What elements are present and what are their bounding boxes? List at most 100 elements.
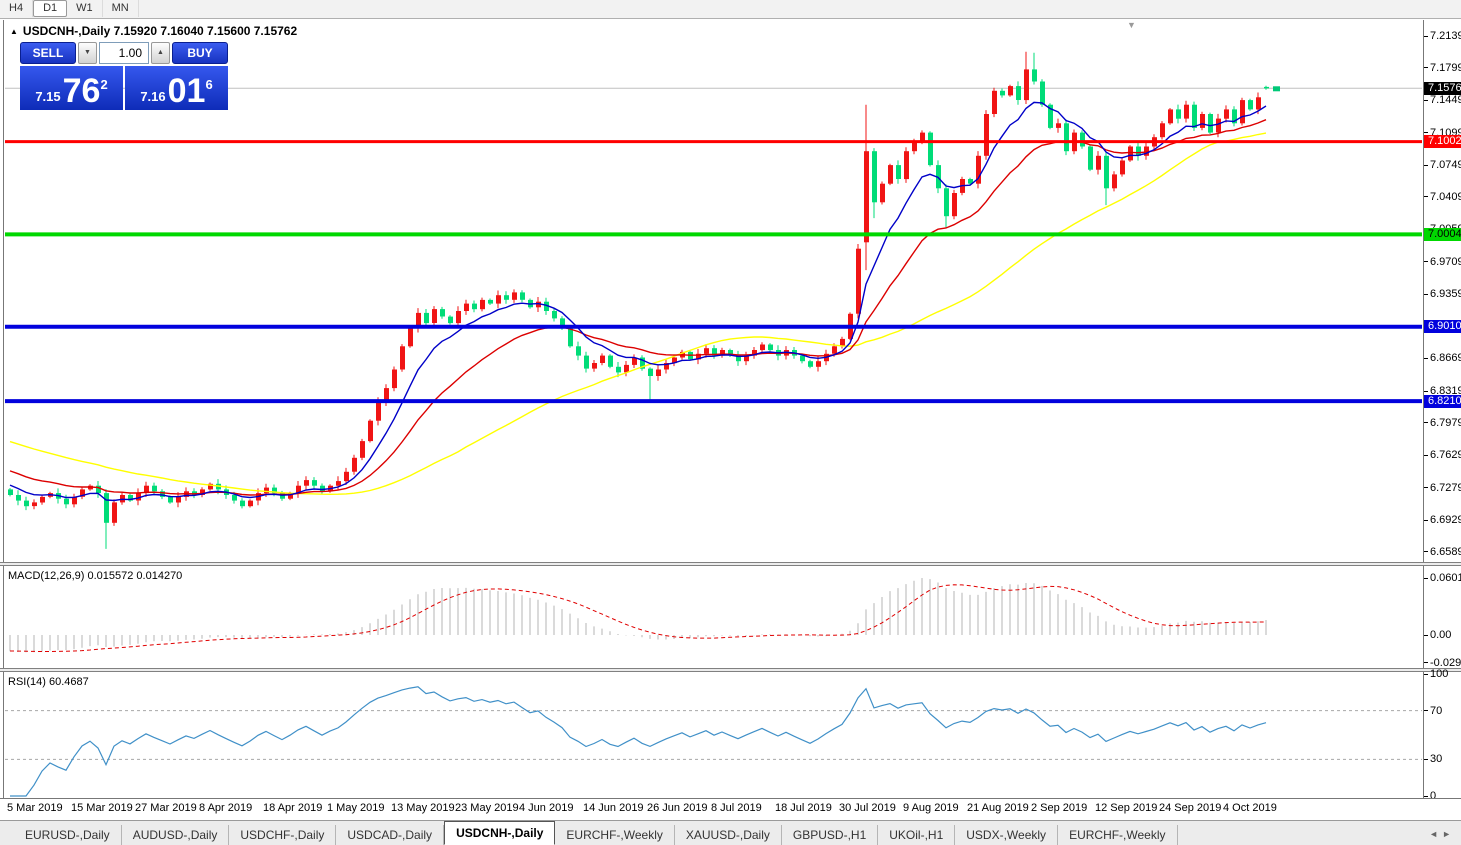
candle <box>400 346 405 370</box>
candle <box>696 353 701 360</box>
chart-tab-audusd-daily[interactable]: AUDUSD-,Daily <box>122 825 230 845</box>
candle <box>984 114 989 156</box>
candle <box>736 355 741 362</box>
chart-tab-ukoil-h1[interactable]: UKOil-,H1 <box>878 825 956 845</box>
buy-quote-box[interactable]: 7.16 01 6 <box>125 66 228 110</box>
symbol-name: USDCNH-,Daily <box>22 24 111 38</box>
ma-slow-line <box>9 132 1267 496</box>
date-axis[interactable]: 5 Mar 2019 15 Mar 2019 27 Mar 2019 8 Apr 20… <box>0 798 1461 818</box>
candle <box>800 355 805 362</box>
candle <box>248 500 253 507</box>
candle <box>760 344 765 351</box>
chart-tab-usdx-weekly[interactable]: USDX-,Weekly <box>955 825 1059 845</box>
date-tick-label: 21 Aug 2019 <box>967 802 1029 814</box>
candle <box>976 155 981 184</box>
candle <box>296 485 301 494</box>
chart-tab-gbpusd-h1[interactable]: GBPUSD-,H1 <box>782 825 879 845</box>
rsi-axis[interactable]: 100 70 30 0 <box>1424 668 1461 802</box>
candle <box>664 363 669 370</box>
chart-tab-eurusd-daily[interactable]: EURUSD-,Daily <box>14 825 122 845</box>
candle <box>600 355 605 363</box>
date-tick-label: 12 Sep 2019 <box>1095 802 1158 814</box>
candle <box>880 183 885 203</box>
timeframe-button-w1[interactable]: W1 <box>67 0 103 17</box>
volume-input[interactable]: 1.00 <box>99 42 149 64</box>
candle <box>424 312 429 324</box>
buy-button[interactable]: BUY <box>172 42 228 64</box>
candle <box>728 350 733 356</box>
candle <box>768 344 773 351</box>
date-tick-label: 18 Jul 2019 <box>775 802 832 814</box>
panel-splitter[interactable] <box>0 668 1461 672</box>
candle <box>816 361 821 367</box>
chart-tab-usdcad-daily[interactable]: USDCAD-,Daily <box>336 825 445 845</box>
timeframe-button-d1[interactable]: D1 <box>33 0 68 17</box>
chart-tab-usdchf-daily[interactable]: USDCHF-,Daily <box>229 825 337 845</box>
chart-tab-eurchf-weekly[interactable]: EURCHF-,Weekly <box>555 825 675 845</box>
candle <box>432 309 437 323</box>
candle <box>592 363 597 369</box>
sell-button[interactable]: SELL <box>20 42 76 64</box>
macd-axis[interactable]: 0.060146 0.00 -0.02906 <box>1424 566 1461 669</box>
candle <box>584 355 589 369</box>
macd-plot[interactable] <box>5 566 1423 668</box>
rsi-plot[interactable] <box>5 672 1423 797</box>
price-level-label: 7.10029 <box>1424 135 1461 149</box>
chart-tab-eurchf-weekly[interactable]: EURCHF-,Weekly <box>1058 825 1178 845</box>
candle <box>112 502 117 523</box>
timeframe-button-h4[interactable]: H4 <box>0 0 34 17</box>
volume-up-button[interactable]: ▲ <box>151 42 170 64</box>
tab-scroll-arrows[interactable]: ◄► <box>1429 829 1455 839</box>
candle <box>312 480 317 486</box>
candle <box>936 165 941 189</box>
price-level-label: 7.15762 <box>1424 81 1461 95</box>
price-axis-border <box>1423 20 1424 818</box>
rsi-value: 60.4687 <box>48 676 89 688</box>
candle <box>96 485 101 494</box>
candle <box>352 457 357 472</box>
candle <box>408 327 413 347</box>
candle <box>1064 123 1069 152</box>
rsi-tick-label: 100 <box>1424 668 1448 681</box>
date-tick-label: 26 Jun 2019 <box>647 802 708 814</box>
price-axis[interactable]: 7.213907.179907.144907.109907.074907.040… <box>1424 20 1461 562</box>
candle <box>136 493 141 501</box>
candle <box>1192 104 1197 128</box>
candle <box>1184 104 1189 119</box>
candle <box>1000 90 1005 96</box>
candle <box>1032 69 1037 82</box>
ma-fast-line <box>9 101 1267 502</box>
chart-tab-xauusd-daily[interactable]: XAUUSD-,Daily <box>675 825 782 845</box>
sell-quote-box[interactable]: 7.15 76 2 <box>20 66 123 110</box>
candle <box>384 388 389 402</box>
candle <box>944 188 949 217</box>
chart-shift-marker-icon[interactable]: ▼ <box>1127 20 1136 30</box>
chart-tab-bar: EURUSD-,Daily AUDUSD-,Daily USDCHF-,Daily U… <box>0 820 1461 845</box>
candle <box>64 498 69 505</box>
date-tick-label: 8 Apr 2019 <box>199 802 253 814</box>
date-tick-label: 8 Jul 2019 <box>711 802 762 814</box>
candle <box>544 301 549 311</box>
candle <box>808 361 813 367</box>
candle <box>1056 123 1061 128</box>
candle <box>872 151 877 203</box>
price-chart-plot[interactable] <box>5 20 1423 562</box>
chart-tab-usdcnh-daily[interactable]: USDCNH-,Daily <box>444 821 556 845</box>
bid-prefix: 7.15 <box>35 89 61 104</box>
panel-splitter[interactable] <box>0 562 1461 566</box>
candle <box>8 489 13 495</box>
candle <box>888 165 893 184</box>
candle <box>1112 174 1117 189</box>
timeframe-button-mn[interactable]: MN <box>103 0 139 17</box>
candle <box>992 90 997 114</box>
candle <box>144 485 149 494</box>
price-level-label: 6.82103 <box>1424 394 1461 408</box>
candle <box>1096 155 1101 170</box>
volume-down-button[interactable]: ▼ <box>78 42 97 64</box>
ask-prefix: 7.16 <box>140 89 166 104</box>
collapse-arrow-icon[interactable]: ▲ <box>10 27 18 36</box>
candle <box>496 295 501 304</box>
candle <box>560 318 565 328</box>
rsi-tick-label: 70 <box>1424 704 1442 717</box>
candle <box>240 500 245 507</box>
